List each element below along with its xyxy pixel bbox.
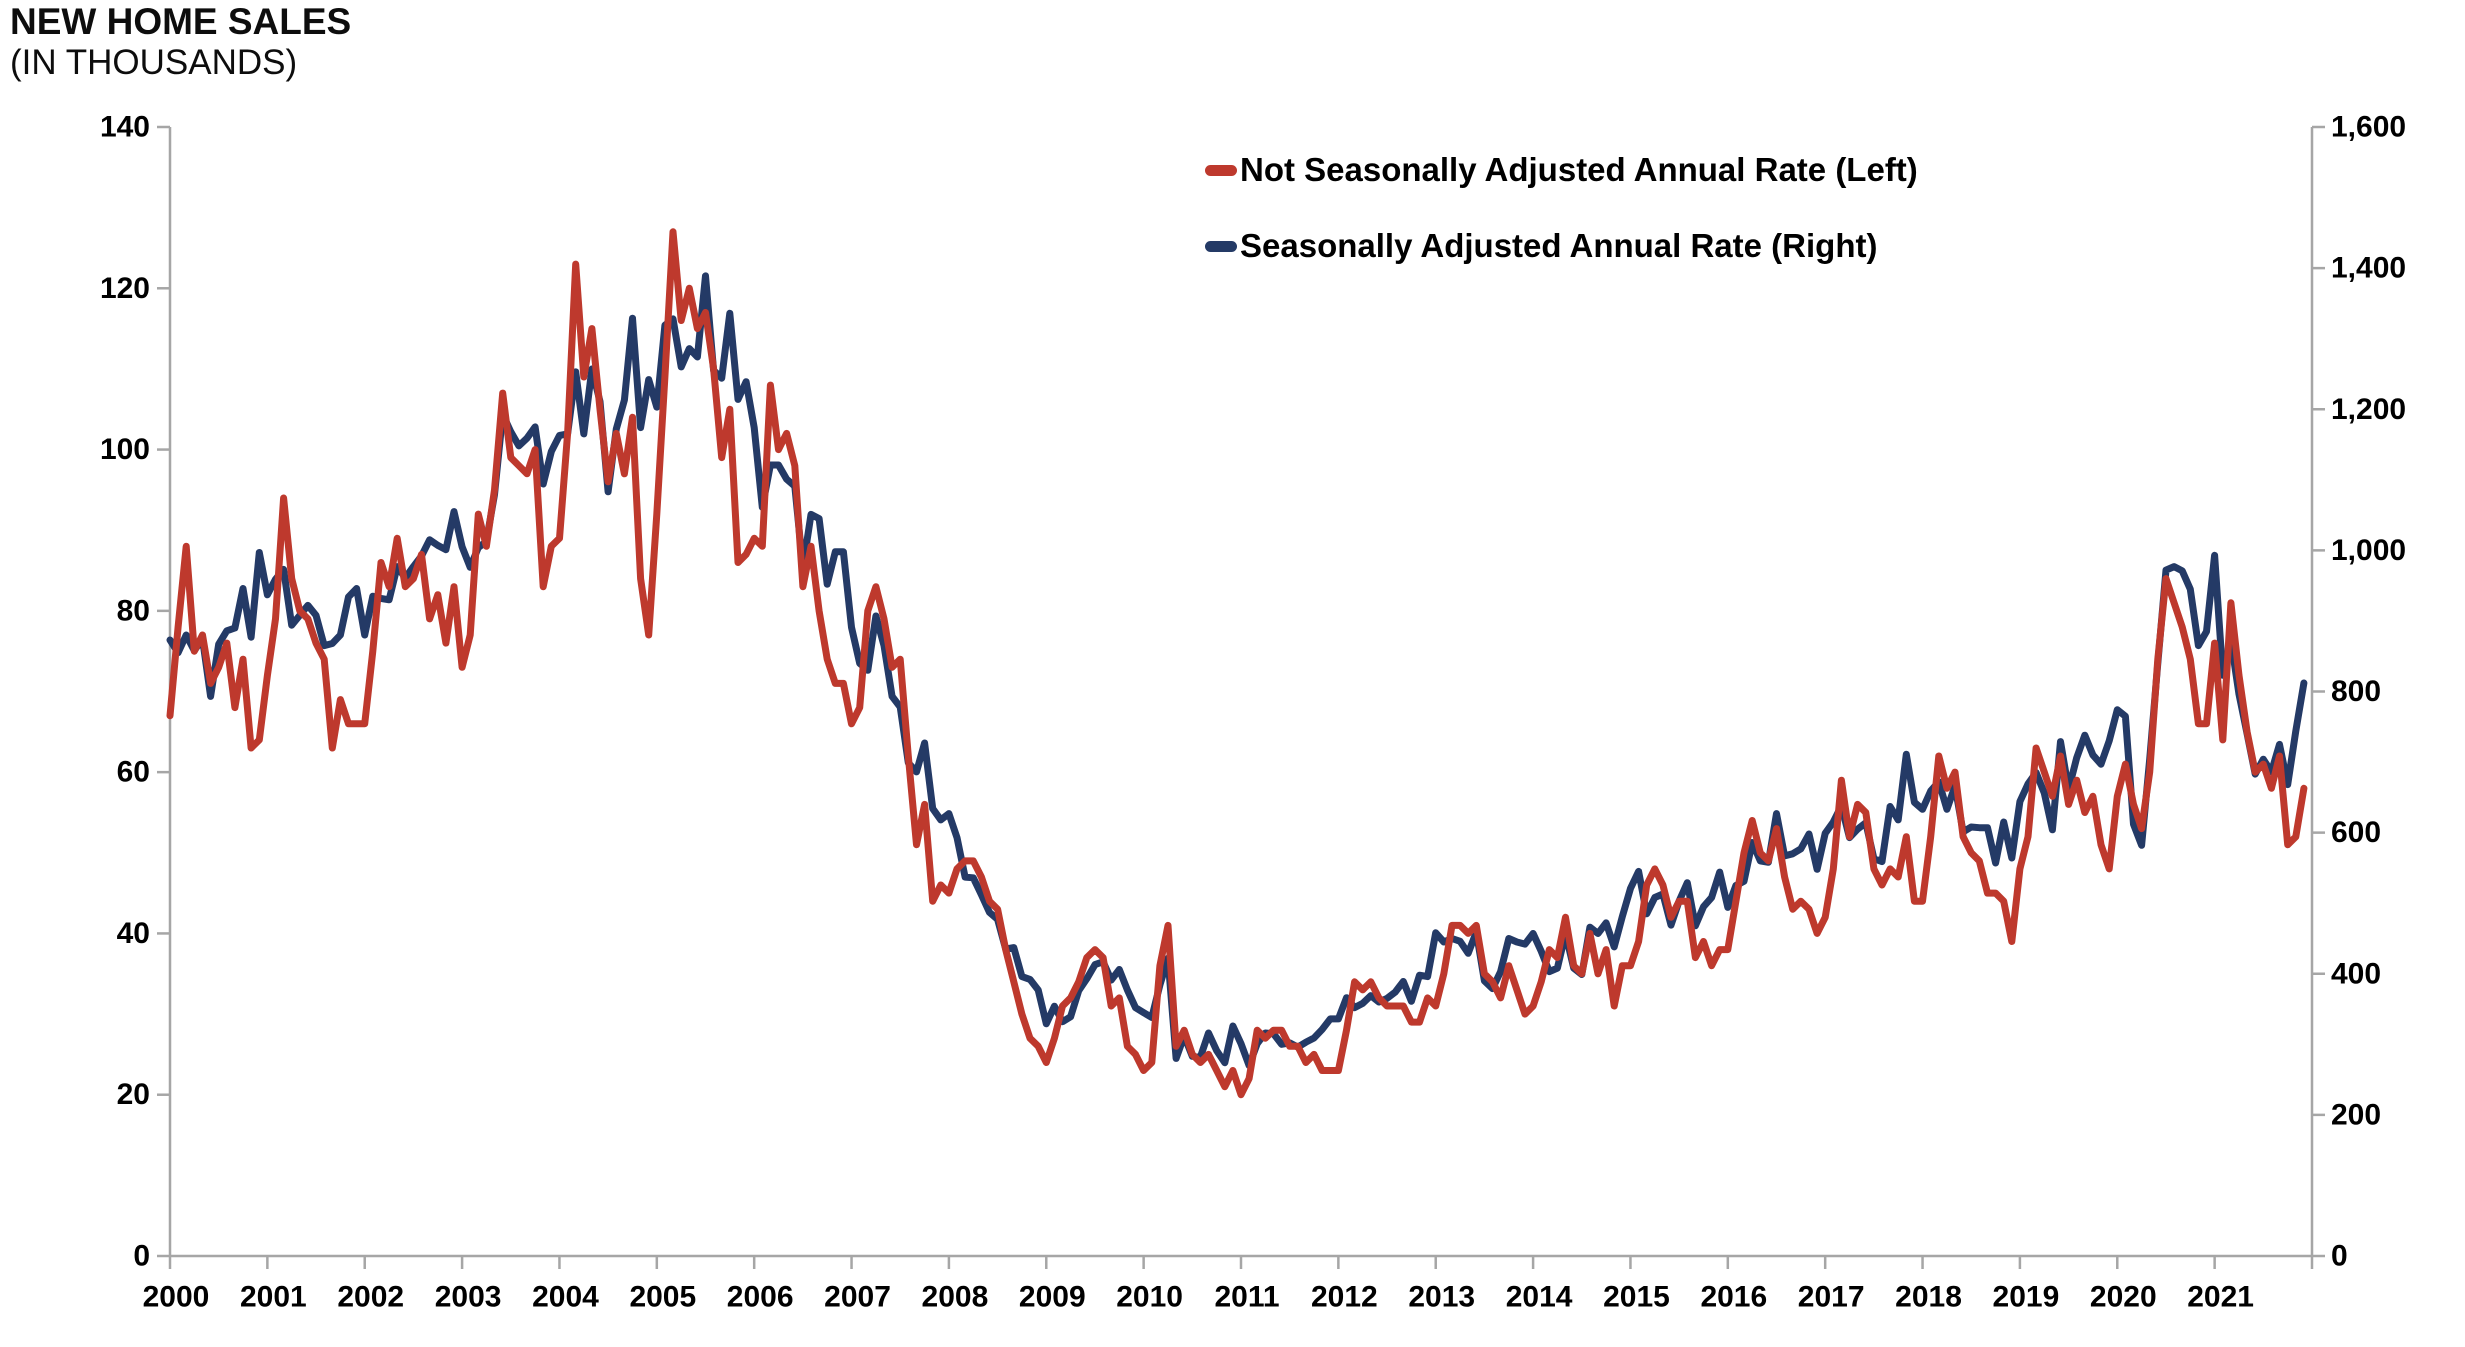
legend-label-saar: Seasonally Adjusted Annual Rate (Right) xyxy=(1240,227,1878,264)
x-axis-year-label: 2018 xyxy=(1895,1281,1962,1314)
left-axis-tick-label: 20 xyxy=(117,1078,150,1111)
x-axis-year-label: 2005 xyxy=(629,1281,696,1314)
legend-item-saar: Seasonally Adjusted Annual Rate (Right) xyxy=(1205,220,1918,272)
x-axis-year-label: 2021 xyxy=(2187,1281,2254,1314)
x-axis-year-label: 2020 xyxy=(2090,1281,2157,1314)
legend: Not Seasonally Adjusted Annual Rate (Lef… xyxy=(1205,144,1918,296)
x-axis-year-label: 2002 xyxy=(337,1281,404,1314)
chart-header: NEW HOME SALES (IN THOUSANDS) xyxy=(10,1,352,83)
x-axis-year-label: 2009 xyxy=(1019,1281,1086,1314)
left-axis-tick-label: 0 xyxy=(133,1240,150,1273)
right-axis-tick-label: 200 xyxy=(2331,1098,2381,1131)
right-axis-tick-label: 0 xyxy=(2331,1240,2348,1273)
legend-item-nsa: Not Seasonally Adjusted Annual Rate (Lef… xyxy=(1205,144,1918,196)
x-axis-year-label: 2012 xyxy=(1311,1281,1378,1314)
right-axis-tick-label: 800 xyxy=(2331,675,2381,708)
left-axis-tick-label: 40 xyxy=(117,917,150,950)
left-axis-tick-label: 140 xyxy=(100,111,150,144)
x-axis-year-label: 2011 xyxy=(1214,1281,1279,1314)
x-axis-year-label: 2004 xyxy=(532,1281,599,1314)
x-axis-year-label: 2013 xyxy=(1408,1281,1475,1314)
right-axis-tick-label: 1,400 xyxy=(2331,252,2406,285)
red-line-sample-icon xyxy=(1205,164,1237,176)
left-axis-tick-label: 60 xyxy=(117,756,150,789)
page-subtitle: (IN THOUSANDS) xyxy=(10,42,298,82)
right-axis-tick-label: 600 xyxy=(2331,816,2381,849)
x-axis-year-label: 2015 xyxy=(1603,1281,1670,1314)
right-axis-tick-label: 1,200 xyxy=(2331,393,2406,426)
x-axis-year-label: 2000 xyxy=(143,1281,210,1314)
x-axis-year-label: 2007 xyxy=(824,1281,891,1314)
x-axis-year-label: 2008 xyxy=(922,1281,989,1314)
x-axis-year-label: 2016 xyxy=(1700,1281,1767,1314)
x-axis-year-label: 2019 xyxy=(1993,1281,2060,1314)
page-title: NEW HOME SALES xyxy=(10,1,352,42)
x-axis-year-label: 2006 xyxy=(727,1281,794,1314)
left-axis-tick-label: 80 xyxy=(117,594,150,627)
x-axis-year-label: 2017 xyxy=(1798,1281,1865,1314)
x-axis-year-label: 2010 xyxy=(1116,1281,1183,1314)
right-axis-tick-label: 400 xyxy=(2331,957,2381,990)
saar-line-series xyxy=(166,272,2308,1069)
left-axis-tick-label: 100 xyxy=(100,433,150,466)
x-axis-year-label: 2003 xyxy=(435,1281,502,1314)
right-axis-tick-label: 1,600 xyxy=(2331,111,2406,144)
blue-line-sample-icon xyxy=(1205,240,1237,252)
legend-label-nsa: Not Seasonally Adjusted Annual Rate (Lef… xyxy=(1240,151,1918,188)
right-axis-tick-label: 1,000 xyxy=(2331,534,2406,567)
nsa-line-series xyxy=(166,228,2308,1099)
x-axis-year-label: 2014 xyxy=(1506,1281,1573,1314)
left-axis-tick-label: 120 xyxy=(100,272,150,305)
x-axis-year-label: 2001 xyxy=(240,1281,307,1314)
